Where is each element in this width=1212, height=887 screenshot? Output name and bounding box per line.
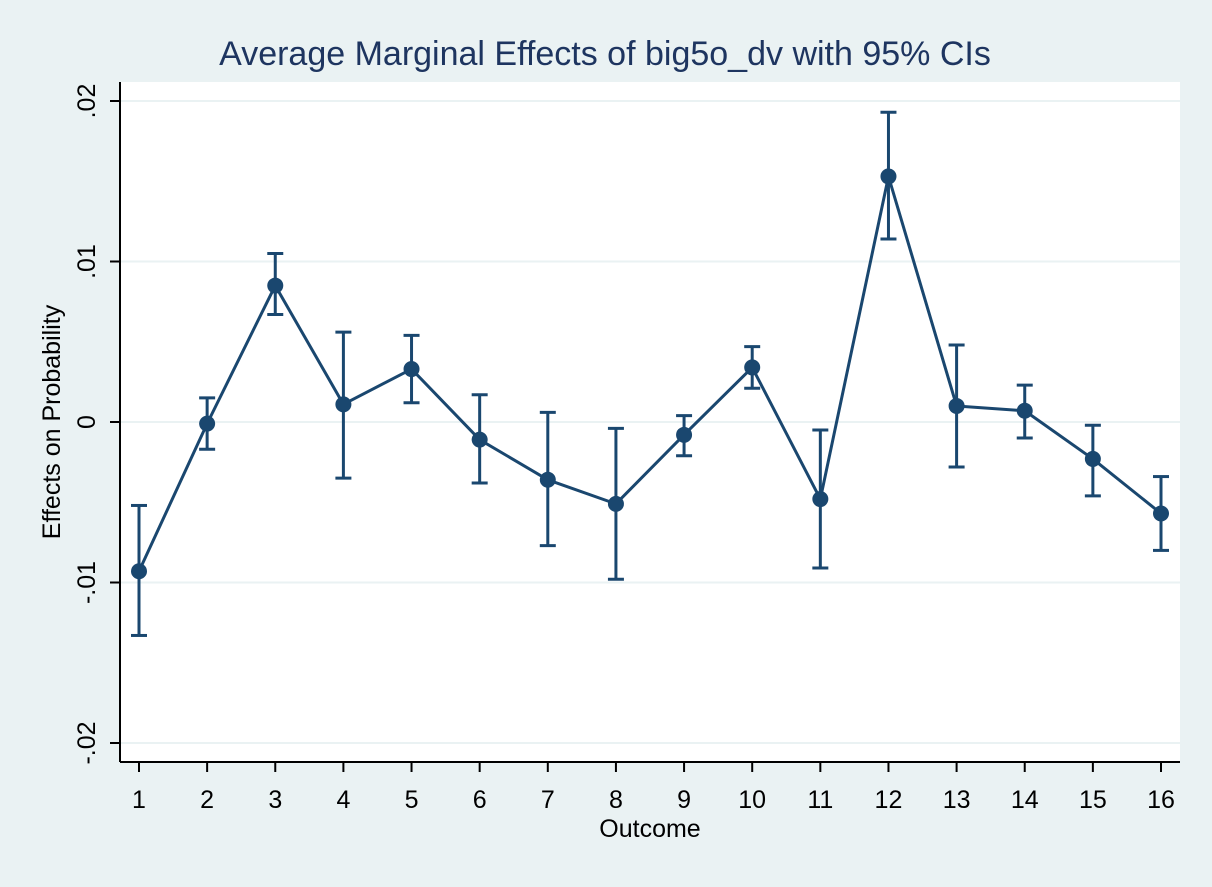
data-point	[676, 426, 693, 443]
data-points	[131, 168, 1169, 580]
y-tick-label: .02	[73, 84, 101, 119]
chart-title: Average Marginal Effects of big5o_dv wit…	[219, 35, 991, 73]
x-tick-label: 11	[807, 786, 833, 814]
axes: -.02-.010.01.021 2 3 4 5 6 7 8 9 10 11 12 13 14 15 16	[73, 82, 1180, 814]
data-point	[335, 396, 352, 413]
data-point	[880, 168, 897, 185]
x-tick-label: 12	[875, 786, 903, 814]
data-point	[131, 563, 147, 580]
x-tick-label: 7	[541, 786, 555, 814]
data-point	[1084, 450, 1101, 467]
x-axis-label: Outcome	[599, 815, 700, 843]
y-tick-label: 0	[73, 415, 101, 429]
x-tick-label: 1	[132, 786, 146, 814]
x-tick-label: 2	[200, 786, 214, 814]
x-tick-label: 9	[677, 786, 691, 814]
data-point	[1016, 402, 1033, 419]
x-tick-label: 15	[1079, 786, 1107, 814]
y-tick-label: -.02	[73, 721, 101, 764]
series-line	[137, 174, 1162, 572]
x-tick-label: 6	[473, 786, 487, 814]
data-point	[607, 495, 624, 512]
data-point	[744, 359, 761, 376]
data-point	[812, 491, 829, 508]
x-tick-label: 16	[1147, 786, 1175, 814]
data-point	[199, 415, 216, 432]
data-point	[471, 431, 488, 448]
y-tick-label: -.01	[73, 561, 101, 604]
x-tick-label: 10	[738, 786, 766, 814]
data-point	[539, 471, 556, 488]
x-tick-label: 4	[336, 786, 350, 814]
y-tick-label: .01	[73, 244, 101, 279]
grid-lines	[120, 100, 1180, 744]
x-tick-label: 14	[1011, 786, 1039, 814]
data-point	[948, 397, 965, 414]
data-point	[1153, 505, 1169, 522]
y-axis-label: Effects on Probability	[38, 304, 66, 539]
x-tick-label: 3	[268, 786, 282, 814]
data-point	[403, 361, 420, 378]
x-tick-label: 13	[943, 786, 971, 814]
x-tick-label: 5	[405, 786, 419, 814]
x-tick-label: 8	[609, 786, 623, 814]
series-polyline	[137, 174, 1162, 572]
data-point	[267, 277, 284, 294]
